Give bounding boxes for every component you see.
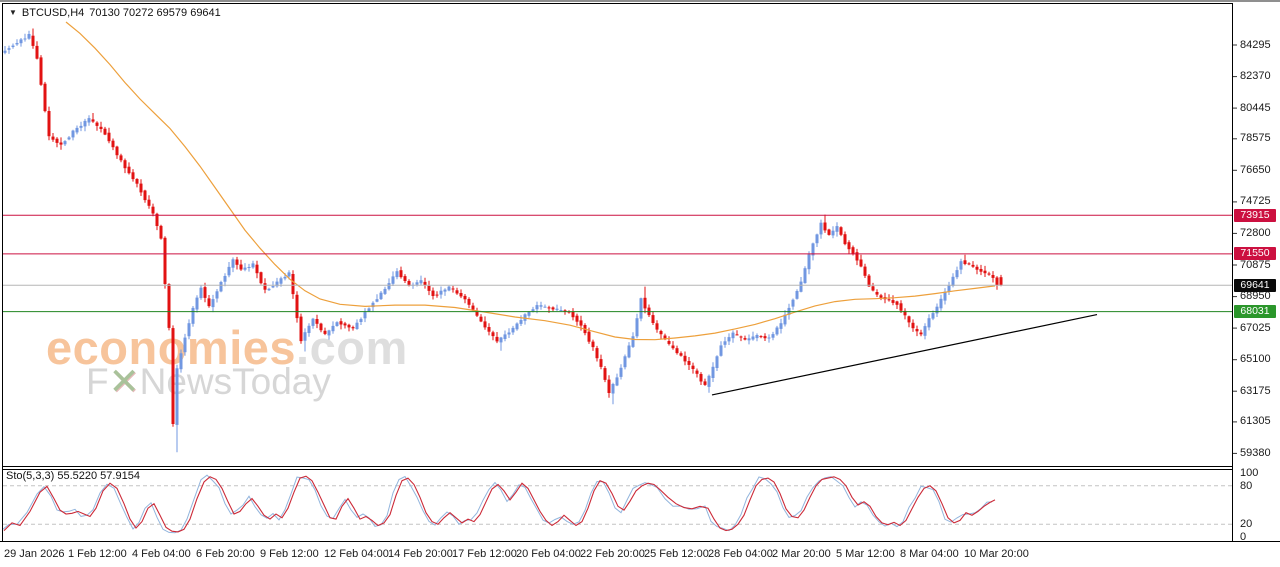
watermark-f: F [86, 361, 109, 402]
window-top-edge [0, 0, 1280, 2]
symbol-header: ▼ BTCUSD,H4 70130 70272 69579 69641 [9, 7, 221, 19]
watermark-brand: economies [46, 321, 297, 374]
watermark-brand-suffix: .com [296, 321, 408, 374]
chart-dropdown-icon[interactable]: ▼ [9, 8, 17, 17]
symbol-timeframe-label: BTCUSD,H4 [21, 7, 85, 19]
watermark-economies: economies.com [46, 324, 408, 371]
stochastic-indicator-label: Sto(5,3,3) 55.5220 57.9154 [6, 470, 140, 482]
ohlc-values-label: 70130 70272 69579 69641 [89, 7, 221, 19]
watermark-x-icon: ✕ [108, 361, 140, 402]
